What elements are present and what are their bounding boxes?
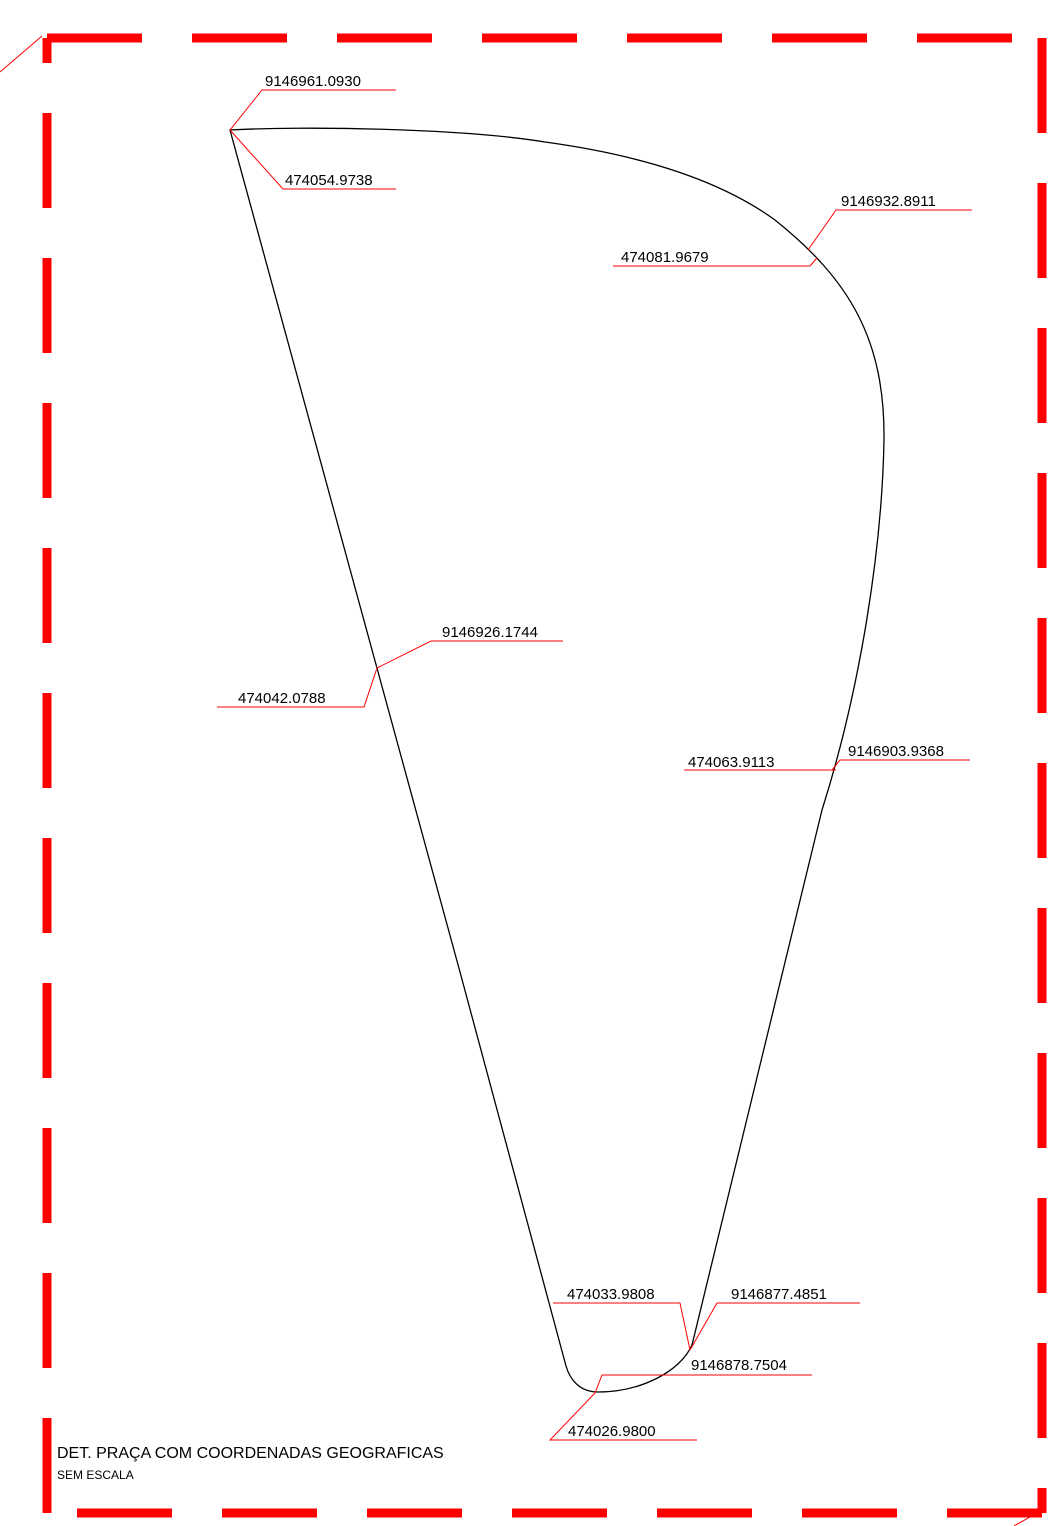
- easting-label-2: 474081.9679: [621, 249, 709, 266]
- plaza-outline: [229, 127, 885, 1393]
- coord-point-4: 9146903.9368 474063.9113: [684, 743, 970, 771]
- dashed-frame: [42, 33, 1047, 1518]
- corner-tick-bottom-right: [1013, 1507, 1047, 1526]
- coord-point-2: 9146932.8911 474081.9679: [613, 193, 972, 267]
- northing-label-2: 9146932.8911: [841, 193, 936, 210]
- corner-tick-top-left: [0, 35, 43, 73]
- coord-point-6: 9146878.7504 474026.9800: [548, 1357, 812, 1441]
- easting-label-6: 474026.9800: [568, 1423, 656, 1440]
- northing-label-5: 9146877.4851: [731, 1286, 827, 1303]
- coord-point-5: 9146877.4851 474033.9808: [553, 1286, 860, 1351]
- coord-point-1: 9146961.0930 474054.9738: [229, 73, 396, 190]
- easting-label-3: 474042.0788: [238, 690, 326, 707]
- easting-label-5: 474033.9808: [567, 1286, 655, 1303]
- northing-label-6: 9146878.7504: [691, 1357, 787, 1374]
- easting-label-1: 474054.9738: [285, 172, 373, 189]
- scale-note: SEM ESCALA: [57, 1468, 134, 1482]
- northing-label-4: 9146903.9368: [848, 743, 944, 760]
- northing-label-1: 9146961.0930: [265, 73, 361, 90]
- easting-label-4: 474063.9113: [688, 754, 774, 771]
- coord-point-3: 9146926.1744 474042.0788: [217, 624, 563, 708]
- drawing-title: DET. PRAÇA COM COORDENADAS GEOGRAFICAS: [57, 1445, 444, 1462]
- northing-label-3: 9146926.1744: [442, 624, 538, 641]
